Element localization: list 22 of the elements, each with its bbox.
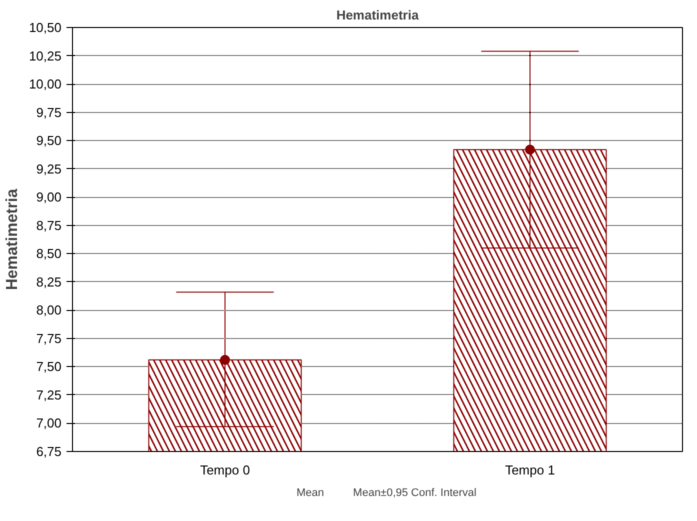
y-tick-label: 10,25 <box>28 48 62 64</box>
y-tick-label: 8,50 <box>36 246 62 262</box>
y-tick-label: 7,00 <box>36 416 62 431</box>
y-tick-label: 7,25 <box>36 387 62 402</box>
x-tick-label: Tempo 1 <box>505 462 555 478</box>
y-tick-label: 8,00 <box>36 302 62 318</box>
x-tick-label: Tempo 0 <box>200 462 250 478</box>
y-tick-label: 6,75 <box>36 444 62 459</box>
y-tick-label: 8,25 <box>36 274 62 290</box>
y-tick-label: 7,75 <box>36 330 62 346</box>
y-tick-label: 8,75 <box>36 218 62 233</box>
y-axis-title: Hematimetria <box>4 188 21 290</box>
y-tick-label: 7,50 <box>36 359 62 374</box>
y-tick-label: 9,25 <box>36 161 62 176</box>
y-tick-label: 9,75 <box>36 104 62 120</box>
y-tick-label: 9,50 <box>36 133 62 148</box>
y-tick-label: 9,00 <box>36 190 62 205</box>
chart-title: Hematimetria <box>336 8 420 22</box>
text: Mean±0,95 Conf. Interval <box>353 487 476 499</box>
y-tick-label: 10,50 <box>28 20 62 35</box>
text: Mean <box>296 487 324 499</box>
y-tick-label: 10,00 <box>28 76 62 92</box>
